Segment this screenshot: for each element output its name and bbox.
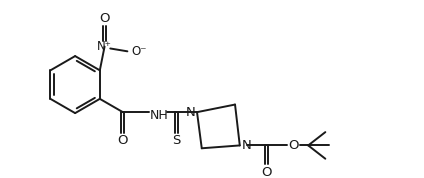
Text: O: O <box>117 134 128 147</box>
Text: O: O <box>289 139 299 152</box>
Text: O: O <box>261 166 272 178</box>
Text: O: O <box>99 12 110 25</box>
Text: S: S <box>172 134 180 147</box>
Text: N: N <box>185 106 195 119</box>
Text: NH: NH <box>150 109 168 122</box>
Text: N⁺: N⁺ <box>97 40 112 53</box>
Text: N: N <box>242 139 251 152</box>
Text: O⁻: O⁻ <box>131 45 147 58</box>
